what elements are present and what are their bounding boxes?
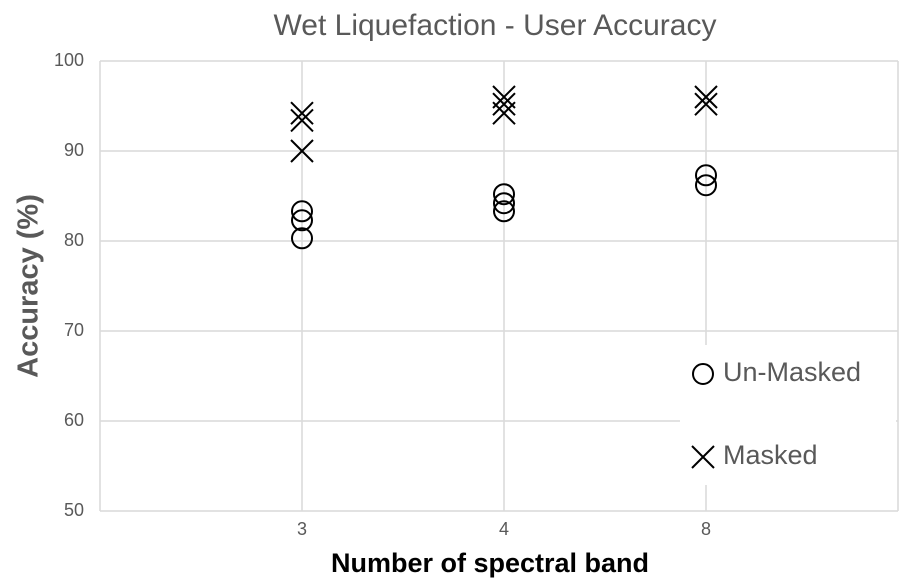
marker-cross <box>290 139 314 163</box>
y-axis-label: Accuracy (%) <box>13 194 45 378</box>
legend-label: Masked <box>723 440 818 470</box>
x-tick-label: 8 <box>701 519 711 539</box>
marker-cross <box>492 92 516 116</box>
marker-circle <box>291 209 313 232</box>
y-tick-label: 50 <box>64 500 84 520</box>
marker-circle <box>692 363 714 385</box>
marker-cross <box>694 85 718 109</box>
marker-circle <box>493 183 515 206</box>
marker-cross <box>290 101 314 125</box>
marker-circle <box>493 200 515 223</box>
marker-circle <box>291 200 313 223</box>
marker-circle <box>493 192 515 215</box>
x-axis-label: Number of spectral band <box>331 548 649 578</box>
x-tick-label: 4 <box>499 519 509 539</box>
x-tick-label: 3 <box>297 519 307 539</box>
marker-cross <box>691 445 715 469</box>
y-tick-label: 70 <box>64 320 84 340</box>
marker-cross <box>694 92 718 116</box>
marker-cross <box>492 85 516 109</box>
y-tick-label: 90 <box>64 140 84 160</box>
y-tick-label: 60 <box>64 410 84 430</box>
marker-circle <box>695 164 717 187</box>
legend-label: Un-Masked <box>723 357 861 387</box>
marker-cross <box>492 101 516 125</box>
y-tick-label: 80 <box>64 230 84 250</box>
marker-circle <box>695 174 717 197</box>
y-tick-label: 100 <box>54 50 84 70</box>
chart-title: Wet Liquefaction - User Accuracy <box>274 9 717 42</box>
marker-cross <box>290 108 314 133</box>
marker-circle <box>291 227 313 250</box>
legend-box <box>680 345 896 485</box>
